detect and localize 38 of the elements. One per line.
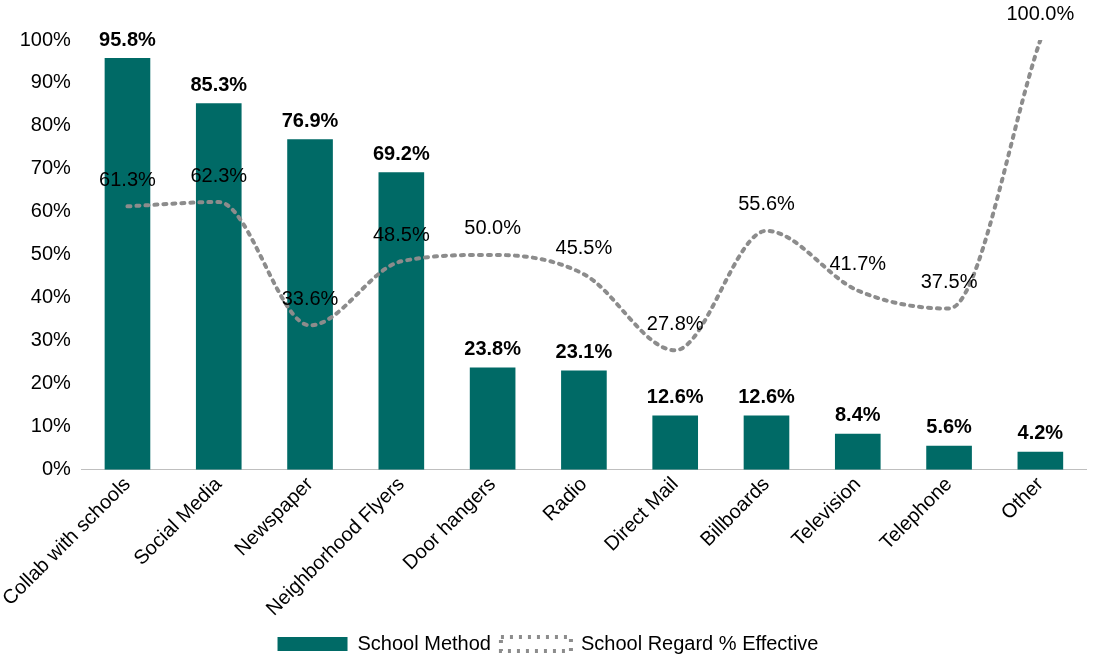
y-tick-label: 70% (30, 156, 72, 179)
y-tick-label: 0% (41, 457, 72, 480)
data-label: 23.8% (464, 336, 522, 359)
data-label: 95.8% (99, 27, 157, 50)
bar (561, 370, 607, 470)
data-label: 23.1% (555, 339, 613, 362)
data-label: 8.4% (834, 403, 881, 426)
data-label: 4.2% (1017, 421, 1064, 444)
data-label: 12.6% (646, 385, 704, 408)
y-tick-label: 20% (30, 371, 72, 394)
y-tick-label: 30% (30, 328, 72, 351)
legend-label: School Regard % Effective (580, 631, 819, 654)
data-label: 12.6% (738, 385, 796, 408)
data-label: 5.6% (926, 415, 973, 438)
data-label: 76.9% (281, 108, 339, 131)
legend-label: School Method (357, 631, 491, 654)
y-tick-label: 90% (30, 70, 72, 93)
y-tick-label: 80% (30, 113, 72, 136)
data-label: 37.5% (920, 270, 978, 293)
data-label: 85.3% (190, 72, 248, 95)
y-tick-label: 50% (30, 242, 72, 265)
bar (1017, 451, 1064, 470)
y-tick-label: 60% (30, 199, 72, 222)
y-tick-label: 40% (30, 285, 72, 308)
bar (652, 415, 699, 470)
data-label: 41.7% (829, 252, 887, 275)
bar (469, 367, 516, 470)
data-label: 100.0% (1006, 1, 1075, 24)
bar (926, 445, 972, 470)
y-tick-label: 100% (19, 27, 72, 50)
data-label: 27.8% (646, 311, 704, 334)
bar (834, 433, 881, 470)
data-label: 45.5% (555, 235, 613, 258)
data-label: 69.2% (372, 141, 430, 164)
bar (743, 415, 790, 470)
y-tick-label: 10% (30, 414, 72, 437)
data-label: 55.6% (738, 192, 796, 215)
data-label: 50.0% (464, 216, 522, 239)
